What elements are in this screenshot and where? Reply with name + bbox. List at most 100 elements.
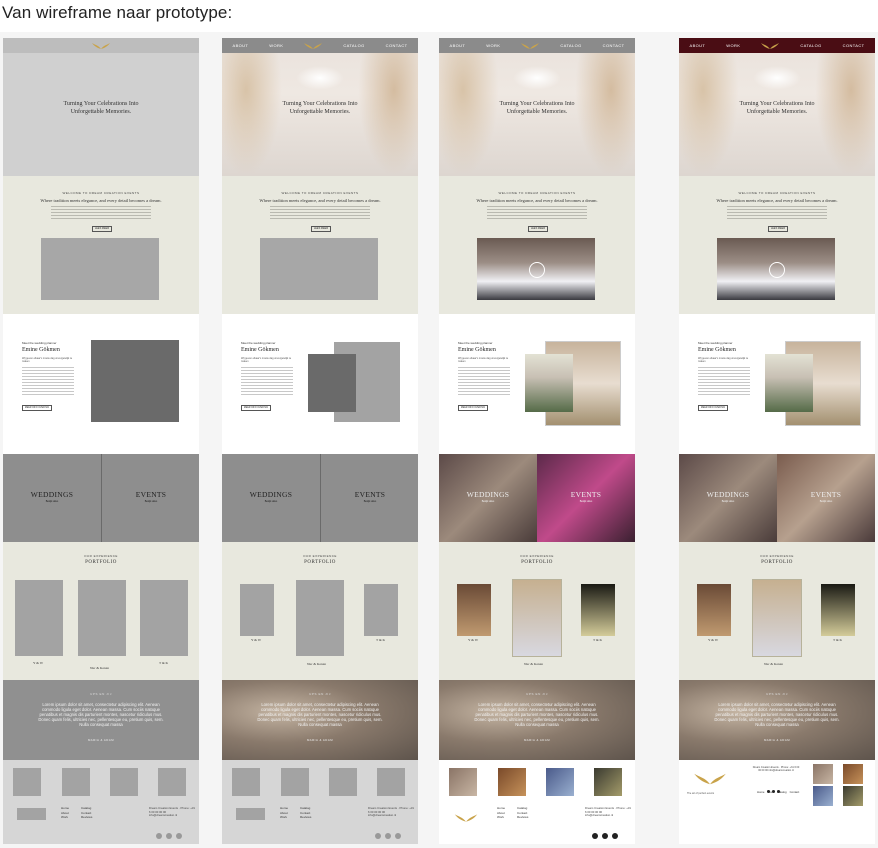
about-me-button[interactable]: MEER INFO OVER MIJ [241,405,271,411]
category-tile-events[interactable]: EVENTS Bekijk alles [777,454,875,542]
instagram-thumbnail[interactable] [62,768,90,796]
instagram-icon[interactable] [375,833,381,839]
category-link[interactable]: Bekijk alles [579,500,593,503]
footer-link[interactable]: Reviews [517,815,529,819]
read-more-button[interactable]: LEES MEER [311,226,331,232]
category-link[interactable]: Bekijk alles [721,500,735,503]
footer-link[interactable]: Contact [81,810,92,815]
portfolio-image[interactable] [457,584,491,636]
footer-link[interactable]: Reviews [300,815,312,819]
footer-link[interactable]: About [497,810,505,815]
footer-link[interactable]: Catalog [517,806,528,810]
category-tile-weddings[interactable]: WEDDINGS Bekijk alles [439,454,537,542]
footer-link[interactable]: Home [497,806,506,810]
portfolio-image[interactable] [15,580,63,656]
footer-link[interactable]: About [61,810,69,815]
footer-link[interactable]: Catalog [776,790,787,794]
instagram-icon[interactable] [592,833,598,839]
about-me-button[interactable]: MEER INFO OVER MIJ [458,405,488,411]
instagram-thumbnail[interactable] [843,786,863,806]
instagram-thumbnail[interactable] [498,768,526,796]
nav-item-catalog[interactable]: CATALOG [343,43,365,48]
read-more-button[interactable]: LEES MEER [92,226,112,232]
about-me-button[interactable]: MEER INFO OVER MIJ [22,405,52,411]
instagram-thumbnail[interactable] [13,768,41,796]
carousel-dots[interactable] [679,168,875,176]
instagram-thumbnail[interactable] [158,768,186,796]
nav-item-catalog[interactable]: CATALOG [800,43,822,48]
instagram-thumbnail[interactable] [843,764,863,784]
nav-item-contact[interactable]: CONTACT [842,43,865,48]
nav-item-catalog[interactable]: CATALOG [560,43,582,48]
category-tile-events[interactable]: EVENTS Bekijk alles [320,454,418,542]
footer-link[interactable]: Catalog [81,806,92,810]
footer-link[interactable]: Home [757,790,765,794]
portfolio-image[interactable] [821,584,855,636]
nav-item-about[interactable]: ABOUT [449,43,466,48]
welcome-video[interactable] [41,238,159,300]
tiktok-icon[interactable] [395,833,401,839]
category-link[interactable]: Bekijk alles [481,500,495,503]
category-link[interactable]: Bekijk alles [45,500,59,503]
footer-link[interactable]: Contact [300,810,311,815]
welcome-video[interactable] [260,238,378,300]
wings-logo-icon[interactable] [761,42,780,50]
facebook-icon[interactable] [385,833,391,839]
nav-item-work[interactable]: WORK [726,43,741,48]
instagram-thumbnail[interactable] [329,768,357,796]
about-me-button[interactable]: MEER INFO OVER MIJ [698,405,728,411]
category-link[interactable]: Bekijk alles [363,500,377,503]
category-tile-weddings[interactable]: WEDDINGS Bekijk alles [222,454,320,542]
wings-logo-icon[interactable] [304,42,323,50]
footer-link[interactable]: Work [61,815,68,819]
nav-item-contact[interactable]: CONTACT [385,43,408,48]
facebook-icon[interactable] [602,833,608,839]
instagram-thumbnail[interactable] [813,786,833,806]
instagram-thumbnail[interactable] [594,768,622,796]
welcome-video[interactable] [717,238,835,300]
category-tile-weddings[interactable]: WEDDINGS Bekijk alles [679,454,777,542]
welcome-video[interactable] [477,238,595,300]
nav-item-work[interactable]: WORK [269,43,284,48]
portfolio-image[interactable] [581,584,615,636]
portfolio-image[interactable] [296,580,344,656]
footer-link[interactable]: Catalog [300,806,311,810]
category-tile-events[interactable]: EVENTS Bekijk alles [101,454,199,542]
category-tile-weddings[interactable]: WEDDINGS Bekijk alles [3,454,101,542]
tiktok-icon[interactable] [612,833,618,839]
play-icon[interactable] [769,262,785,278]
wings-logo-icon[interactable] [521,42,540,50]
portfolio-image[interactable] [512,579,562,657]
instagram-thumbnail[interactable] [232,768,260,796]
footer-link[interactable]: Contact [789,790,800,794]
footer-link[interactable]: Work [280,815,287,819]
read-more-button[interactable]: LEES MEER [528,226,548,232]
carousel-dots[interactable] [222,168,418,176]
instagram-icon[interactable] [156,833,162,839]
category-link[interactable]: Bekijk alles [144,500,158,503]
footer-link[interactable]: Work [767,790,774,794]
footer-link[interactable]: Home [61,806,70,810]
nav-item-about[interactable]: ABOUT [232,43,249,48]
instagram-thumbnail[interactable] [110,768,138,796]
play-icon[interactable] [529,262,545,278]
footer-link[interactable]: Contact [517,810,528,815]
footer-link[interactable]: About [280,810,288,815]
instagram-thumbnail[interactable] [546,768,574,796]
category-link[interactable]: Bekijk alles [819,500,833,503]
portfolio-image[interactable] [752,579,802,657]
instagram-thumbnail[interactable] [813,764,833,784]
instagram-thumbnail[interactable] [377,768,405,796]
portfolio-image[interactable] [697,584,731,636]
tiktok-icon[interactable] [176,833,182,839]
facebook-icon[interactable] [166,833,172,839]
category-link[interactable]: Bekijk alles [264,500,278,503]
instagram-thumbnail[interactable] [281,768,309,796]
category-tile-events[interactable]: EVENTS Bekijk alles [537,454,635,542]
carousel-dots[interactable] [3,168,199,176]
portfolio-image[interactable] [78,580,126,656]
portfolio-image[interactable] [240,584,274,636]
nav-item-work[interactable]: WORK [486,43,501,48]
read-more-button[interactable]: LEES MEER [768,226,788,232]
portfolio-image[interactable] [364,584,398,636]
